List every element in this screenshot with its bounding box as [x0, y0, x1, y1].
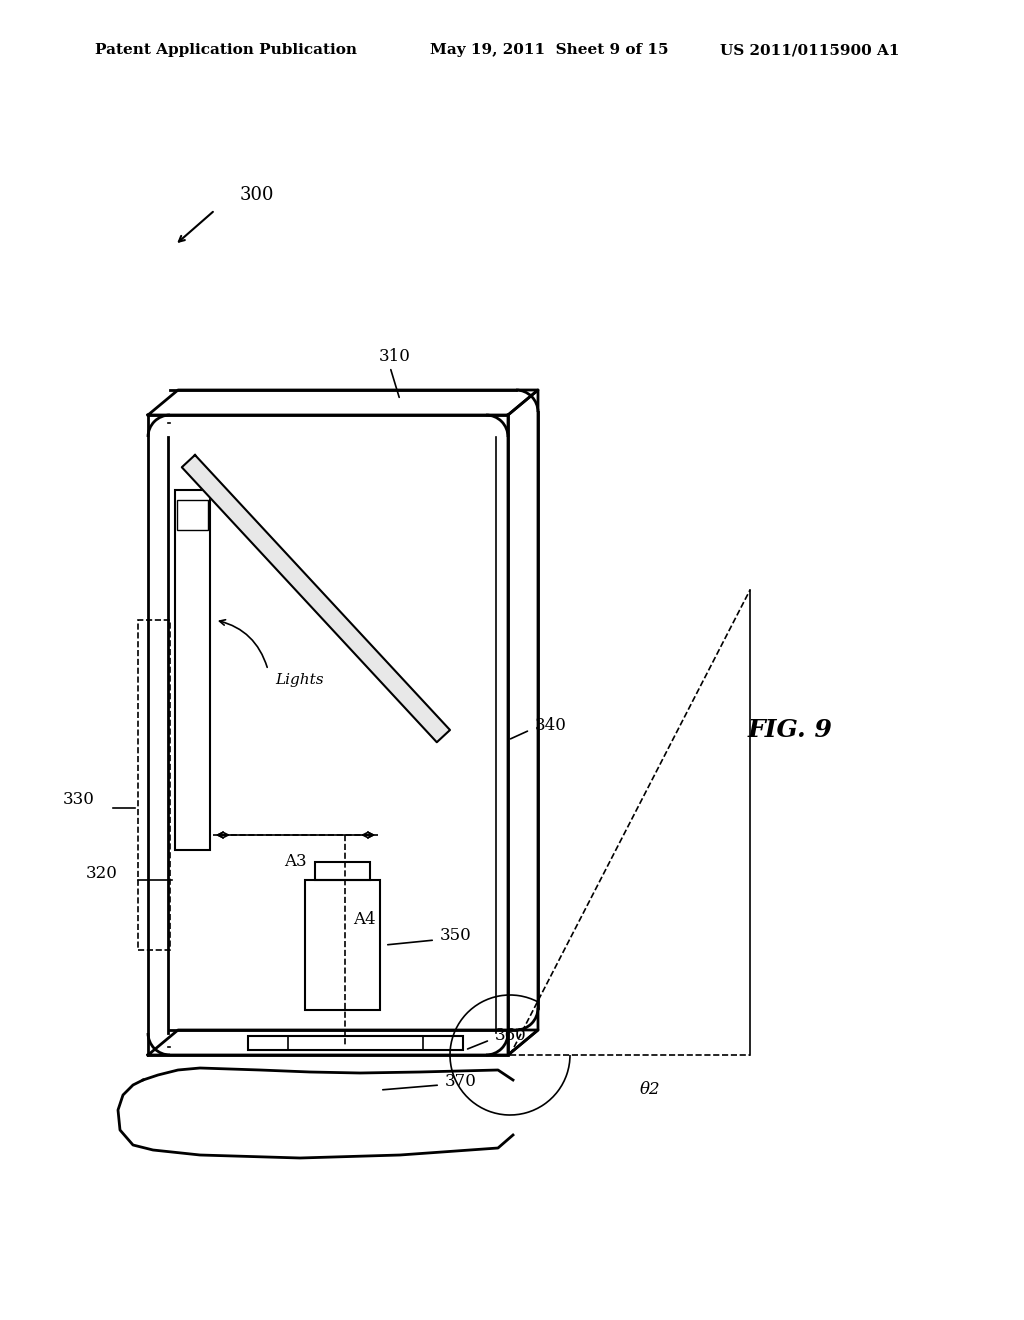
Bar — [138, 620, 170, 950]
Text: Lights: Lights — [275, 673, 324, 686]
Text: 360: 360 — [495, 1027, 526, 1044]
Text: FIG. 9: FIG. 9 — [748, 718, 833, 742]
Text: A3: A3 — [285, 853, 307, 870]
Text: 320: 320 — [86, 865, 118, 882]
Text: US 2011/0115900 A1: US 2011/0115900 A1 — [720, 44, 899, 57]
Bar — [248, 1036, 463, 1049]
Bar — [177, 500, 208, 531]
Text: 310: 310 — [379, 348, 411, 366]
Text: 350: 350 — [440, 927, 472, 944]
Text: θ2: θ2 — [640, 1081, 660, 1098]
Text: 340: 340 — [535, 717, 567, 734]
Bar — [305, 880, 380, 1010]
Text: A4: A4 — [353, 912, 376, 928]
Text: Patent Application Publication: Patent Application Publication — [95, 44, 357, 57]
Text: 330: 330 — [63, 792, 95, 808]
Text: 370: 370 — [445, 1073, 477, 1090]
Bar — [315, 862, 370, 880]
Polygon shape — [182, 455, 450, 742]
Bar — [148, 414, 508, 1055]
Bar — [175, 490, 210, 850]
Text: 300: 300 — [240, 186, 274, 205]
Text: May 19, 2011  Sheet 9 of 15: May 19, 2011 Sheet 9 of 15 — [430, 44, 669, 57]
